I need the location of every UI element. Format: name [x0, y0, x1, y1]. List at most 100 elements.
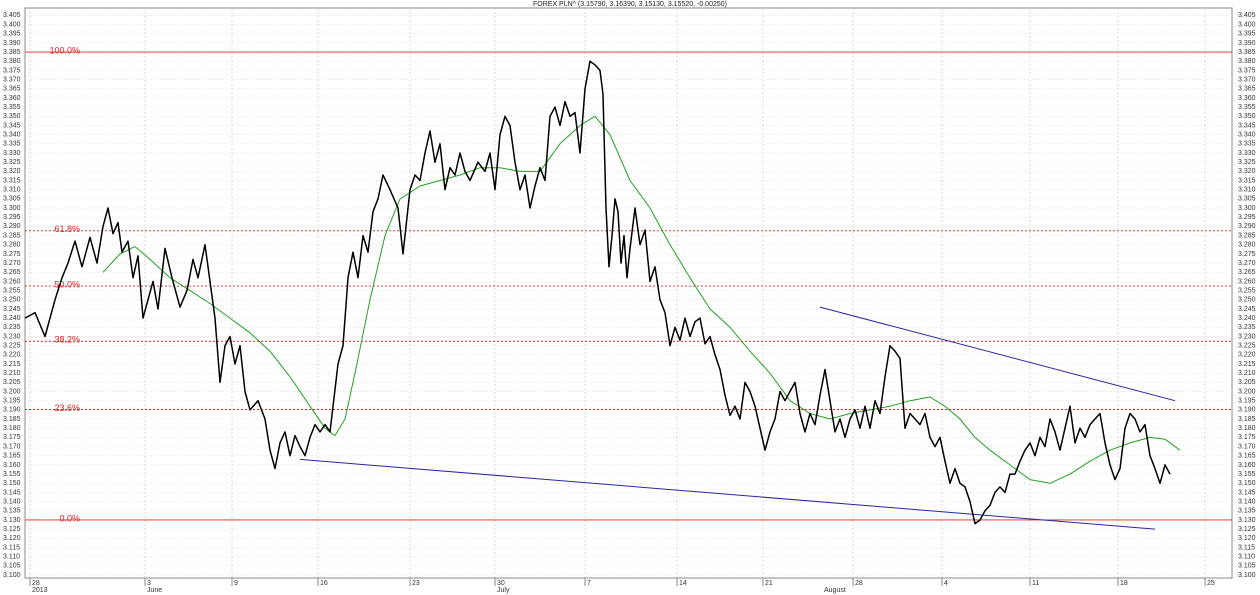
y-tick-label-right: 3.325 [1238, 159, 1256, 166]
y-tick-label: 3.320 [3, 168, 21, 175]
y-tick-label-right: 3.250 [1238, 297, 1256, 304]
y-tick-label-right: 3.280 [1238, 242, 1256, 249]
y-tick-label-right: 3.165 [1238, 453, 1256, 460]
y-tick-label: 3.370 [3, 76, 21, 83]
y-tick-label-right: 3.220 [1238, 352, 1256, 359]
y-tick-label: 3.230 [3, 333, 21, 340]
y-tick-label-right: 3.105 [1238, 563, 1256, 570]
y-tick-label: 3.155 [3, 471, 21, 478]
y-tick-label-right: 3.140 [1238, 498, 1256, 505]
fib-label: 100.0% [49, 45, 80, 55]
fib-label: 50.0% [54, 279, 80, 289]
y-tick-label-right: 3.150 [1238, 480, 1256, 487]
y-tick-label: 3.335 [3, 141, 21, 148]
y-tick-label: 3.405 [3, 12, 21, 19]
y-tick-label: 3.315 [3, 177, 21, 184]
y-tick-label-right: 3.175 [1238, 434, 1256, 441]
x-tick-label: 21 [765, 580, 773, 587]
trend-line [299, 458, 1156, 530]
y-tick-label: 3.170 [3, 443, 21, 450]
y-tick-label: 3.400 [3, 21, 21, 28]
y-tick-label-right: 3.305 [1238, 196, 1256, 203]
x-tick-label: 25 [1207, 580, 1215, 587]
y-tick-label-right: 3.290 [1238, 223, 1256, 230]
y-tick-label: 3.305 [3, 196, 21, 203]
y-tick-label: 3.220 [3, 352, 21, 359]
y-tick-label-right: 3.370 [1238, 76, 1256, 83]
y-tick-label-right: 3.240 [1238, 315, 1256, 322]
y-tick-label: 3.255 [3, 287, 21, 294]
month-label: August [824, 587, 846, 594]
y-tick-label: 3.125 [3, 526, 21, 533]
y-tick-label: 3.215 [3, 361, 21, 368]
y-tick-label: 3.100 [3, 572, 21, 579]
month-label: July [497, 587, 510, 594]
y-tick-label-right: 3.320 [1238, 168, 1256, 175]
fib-label: 23.6% [54, 403, 80, 413]
y-tick-label-right: 3.200 [1238, 388, 1256, 395]
x-tick-label: 16 [320, 580, 328, 587]
x-tick-label: 4 [944, 580, 948, 587]
y-tick-label: 3.195 [3, 398, 21, 405]
month-label: 2013 [32, 587, 48, 594]
y-tick-label: 3.355 [3, 104, 21, 111]
y-tick-label: 3.235 [3, 324, 21, 331]
y-tick-label-right: 3.130 [1238, 517, 1256, 524]
y-tick-label: 3.340 [3, 132, 21, 139]
y-tick-label: 3.395 [3, 31, 21, 38]
y-tick-label: 3.135 [3, 508, 21, 515]
y-tick-label-right: 3.375 [1238, 67, 1256, 74]
y-tick-label: 3.190 [3, 407, 21, 414]
y-tick-label: 3.260 [3, 278, 21, 285]
y-tick-label-right: 3.295 [1238, 214, 1256, 221]
y-tick-label: 3.345 [3, 122, 21, 129]
x-tick-label: 23 [412, 580, 420, 587]
chart-title: FOREX PLN^ (3.15790, 3.16390, 3.15130, 3… [533, 1, 727, 8]
y-tick-label: 3.265 [3, 269, 21, 276]
month-label: June [147, 587, 162, 594]
y-tick-label-right: 3.135 [1238, 508, 1256, 515]
y-tick-label: 3.285 [3, 232, 21, 239]
y-tick-label: 3.225 [3, 342, 21, 349]
y-tick-label: 3.150 [3, 480, 21, 487]
y-tick-label: 3.275 [3, 251, 21, 258]
y-tick-label: 3.375 [3, 67, 21, 74]
y-tick-label-right: 3.275 [1238, 251, 1256, 258]
y-tick-label: 3.110 [3, 553, 20, 560]
y-tick-label-right: 3.120 [1238, 535, 1256, 542]
y-tick-label: 3.180 [3, 425, 21, 432]
y-tick-label-right: 3.285 [1238, 232, 1256, 239]
y-tick-label-right: 3.110 [1238, 553, 1255, 560]
y-tick-label-right: 3.155 [1238, 471, 1256, 478]
y-tick-label-right: 3.170 [1238, 443, 1256, 450]
y-tick-label-right: 3.215 [1238, 361, 1256, 368]
x-tick-label: 30 [497, 580, 505, 587]
x-tick-label: 9 [234, 580, 238, 587]
x-tick-label: 18 [1120, 580, 1128, 587]
y-tick-label: 3.330 [3, 150, 21, 157]
y-tick-label: 3.250 [3, 297, 21, 304]
y-tick-label: 3.175 [3, 434, 21, 441]
y-tick-label-right: 3.115 [1238, 544, 1255, 551]
x-tick-label: 28 [32, 580, 40, 587]
y-tick-label-right: 3.345 [1238, 122, 1256, 129]
fib-label: 38.2% [54, 335, 80, 345]
y-tick-label-right: 3.265 [1238, 269, 1256, 276]
y-tick-label-right: 3.210 [1238, 370, 1256, 377]
y-tick-label: 3.115 [3, 544, 20, 551]
y-tick-label: 3.245 [3, 306, 21, 313]
y-tick-label-right: 3.395 [1238, 31, 1256, 38]
trend-line [819, 306, 1176, 402]
x-tick-label: 14 [679, 580, 687, 587]
y-tick-label: 3.280 [3, 242, 21, 249]
y-tick-label: 3.145 [3, 489, 21, 496]
y-tick-label-right: 3.355 [1238, 104, 1256, 111]
y-tick-label: 3.365 [3, 86, 21, 93]
price-line [24, 60, 1171, 525]
y-tick-label: 3.185 [3, 416, 21, 423]
y-tick-label-right: 3.300 [1238, 205, 1256, 212]
y-tick-label-right: 3.125 [1238, 526, 1256, 533]
y-tick-label-right: 3.385 [1238, 49, 1256, 56]
y-tick-label-right: 3.195 [1238, 398, 1256, 405]
